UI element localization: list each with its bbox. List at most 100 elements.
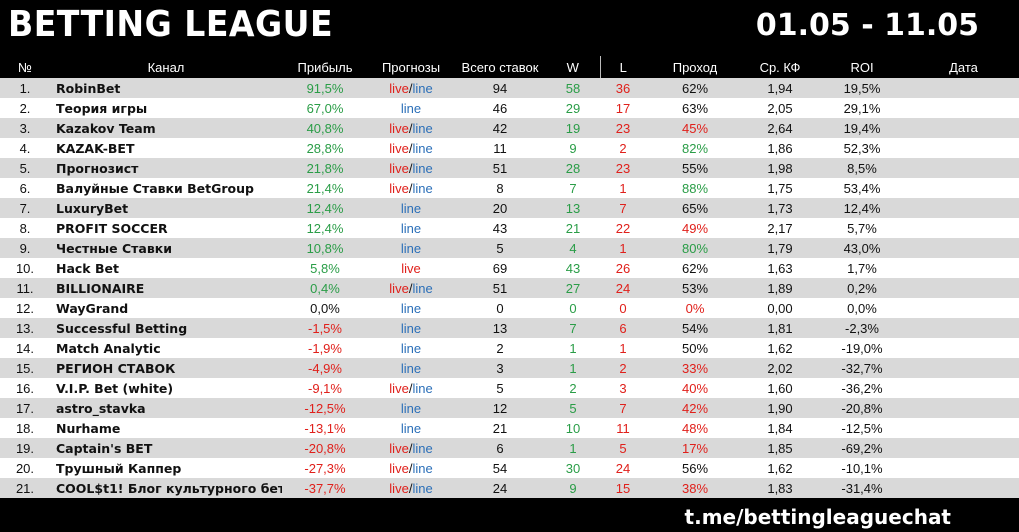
date-cell xyxy=(908,338,1019,358)
pass-rate-cell: 65% xyxy=(646,198,744,218)
channel-name: BILLIONAIRE xyxy=(50,278,282,298)
page-title: BETTING LEAGUE xyxy=(8,4,334,45)
column-header-number: № xyxy=(0,56,50,78)
forecast-live: live xyxy=(389,460,409,476)
channel-name: Теория игры xyxy=(50,98,282,118)
forecast-line: line xyxy=(412,280,433,296)
wins-cell: 28 xyxy=(546,158,600,178)
row-number: 14. xyxy=(0,338,50,358)
column-header-profit: Прибыль xyxy=(282,56,368,78)
roi-cell: -2,3% xyxy=(816,318,908,338)
table-row: 4. KAZAK-BET 28,8% live/line 11 9 2 82% 1,86 52,3… xyxy=(0,138,1019,158)
table-row: 1. RobinBet 91,5% live/line 94 58 36 62% 1,94 19,… xyxy=(0,78,1019,98)
forecast-line: line xyxy=(412,460,433,476)
avg-odds-cell: 1,75 xyxy=(744,178,816,198)
column-header-channel: Канал xyxy=(50,56,282,78)
channel-name: Трушный Каппер xyxy=(50,458,282,478)
row-number: 6. xyxy=(0,178,50,198)
table-row: 14. Match Analytic -1,9% line 2 1 1 50% 1,62 -19,… xyxy=(0,338,1019,358)
date-cell xyxy=(908,98,1019,118)
pass-rate-cell: 49% xyxy=(646,218,744,238)
column-header-losses: L xyxy=(599,56,646,78)
total-bets-cell: 42 xyxy=(454,118,546,138)
forecast-live: live xyxy=(389,380,409,396)
roi-cell: -31,4% xyxy=(816,478,908,498)
date-cell xyxy=(908,218,1019,238)
pass-rate-cell: 63% xyxy=(646,98,744,118)
forecast-live: live xyxy=(401,260,421,276)
forecast-type-cell: live/line xyxy=(368,78,454,98)
table-row: 21. COOL$t1! Блог культурного бетте -37,7%… xyxy=(0,478,1019,498)
profit-cell: -12,5% xyxy=(282,398,368,418)
losses-cell: 11 xyxy=(600,418,646,438)
avg-odds-cell: 1,79 xyxy=(744,238,816,258)
wins-cell: 19 xyxy=(546,118,600,138)
channel-name: Successful Betting xyxy=(50,318,282,338)
profit-cell: 40,8% xyxy=(282,118,368,138)
table-row: 9. Честные Ставки 10,8% line 5 4 1 80% 1,79 43,0% xyxy=(0,238,1019,258)
forecast-live: live xyxy=(389,480,409,496)
avg-odds-cell: 1,98 xyxy=(744,158,816,178)
forecast-type-cell: live/line xyxy=(368,478,454,498)
column-header-wins: W xyxy=(546,56,600,78)
profit-cell: -13,1% xyxy=(282,418,368,438)
row-number: 7. xyxy=(0,198,50,218)
column-header-total-bets: Всего ставок xyxy=(454,56,546,78)
roi-cell: 19,5% xyxy=(816,78,908,98)
date-cell xyxy=(908,78,1019,98)
avg-odds-cell: 1,81 xyxy=(744,318,816,338)
forecast-line: line xyxy=(400,300,422,316)
table-row: 19. Captain's BET -20,8% live/line 6 1 5 17% 1,8… xyxy=(0,438,1019,458)
forecast-line: line xyxy=(400,320,422,336)
header-bar: BETTING LEAGUE 01.05 - 11.05 xyxy=(0,0,1019,56)
date-cell xyxy=(908,438,1019,458)
forecast-line: line xyxy=(412,480,433,496)
row-number: 13. xyxy=(0,318,50,338)
losses-cell: 15 xyxy=(600,478,646,498)
forecast-line: line xyxy=(400,240,422,256)
ranking-table: № Канал Прибыль Прогнозы Всего ставок W … xyxy=(0,56,1019,498)
date-cell xyxy=(908,198,1019,218)
total-bets-cell: 5 xyxy=(454,238,546,258)
forecast-line: line xyxy=(412,380,433,396)
pass-rate-cell: 33% xyxy=(646,358,744,378)
pass-rate-cell: 62% xyxy=(646,78,744,98)
forecast-line: line xyxy=(400,360,422,376)
total-bets-cell: 46 xyxy=(454,98,546,118)
channel-name: Hack Bet xyxy=(50,258,282,278)
losses-cell: 2 xyxy=(600,138,646,158)
losses-cell: 23 xyxy=(600,118,646,138)
pass-rate-cell: 56% xyxy=(646,458,744,478)
total-bets-cell: 8 xyxy=(454,178,546,198)
forecast-separator: / xyxy=(408,380,413,396)
total-bets-cell: 13 xyxy=(454,318,546,338)
forecast-type-cell: line xyxy=(368,218,454,238)
table-row: 7. LuxuryBet 12,4% line 20 13 7 65% 1,73 12,4% xyxy=(0,198,1019,218)
wins-cell: 4 xyxy=(546,238,600,258)
forecast-type-cell: live/line xyxy=(368,278,454,298)
channel-name: COOL$t1! Блог культурного бетте xyxy=(50,478,282,498)
pass-rate-cell: 40% xyxy=(646,378,744,398)
wins-cell: 1 xyxy=(546,438,600,458)
forecast-line: line xyxy=(400,220,422,236)
row-number: 18. xyxy=(0,418,50,438)
total-bets-cell: 12 xyxy=(454,398,546,418)
date-cell xyxy=(908,158,1019,178)
table-row: 10. Hack Bet 5,8% live 69 43 26 62% 1,63 1,7% xyxy=(0,258,1019,278)
wins-cell: 10 xyxy=(546,418,600,438)
avg-odds-cell: 1,60 xyxy=(744,378,816,398)
roi-cell: 5,7% xyxy=(816,218,908,238)
avg-odds-cell: 0,00 xyxy=(744,298,816,318)
date-cell xyxy=(908,178,1019,198)
forecast-line: line xyxy=(400,400,422,416)
date-cell xyxy=(908,138,1019,158)
forecast-separator: / xyxy=(408,160,413,176)
forecast-type-cell: live/line xyxy=(368,438,454,458)
channel-name: Валуйные Ставки BetGroup xyxy=(50,178,282,198)
telegram-chat-link[interactable]: t.me/bettingleaguechat xyxy=(684,505,951,529)
wins-cell: 2 xyxy=(546,378,600,398)
forecast-type-cell: line xyxy=(368,358,454,378)
total-bets-cell: 5 xyxy=(454,378,546,398)
forecast-separator: / xyxy=(408,460,413,476)
forecast-separator: / xyxy=(408,140,413,156)
